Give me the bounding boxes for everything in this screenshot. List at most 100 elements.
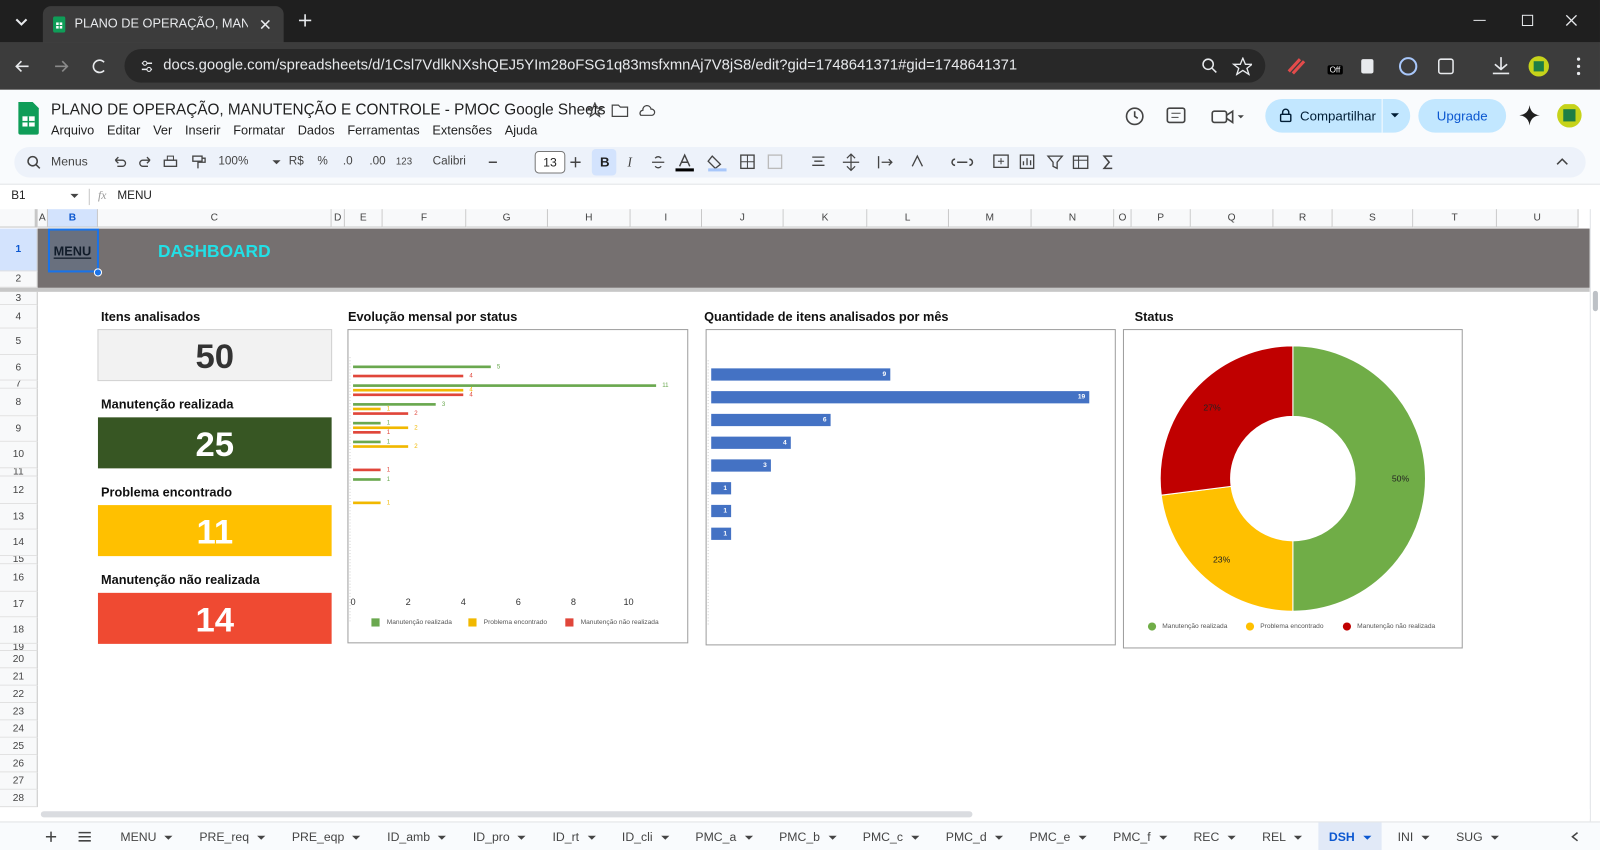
row-header[interactable]: 15 bbox=[0, 556, 38, 565]
menu-item[interactable]: Arquivo bbox=[51, 123, 95, 138]
sheet-tab[interactable]: DSH bbox=[1318, 822, 1382, 850]
row-header[interactable]: 24 bbox=[0, 720, 38, 738]
sheet-tab-menu[interactable] bbox=[911, 835, 920, 840]
column-header[interactable]: D bbox=[331, 209, 345, 228]
sheet-tab[interactable]: REL bbox=[1252, 822, 1313, 850]
column-header[interactable]: I bbox=[630, 209, 703, 228]
row-header[interactable]: 6 bbox=[0, 355, 38, 381]
column-header[interactable]: G bbox=[466, 209, 548, 228]
name-box-dropdown[interactable] bbox=[69, 193, 79, 201]
sheet-tab-menu[interactable] bbox=[1227, 835, 1236, 840]
row-header[interactable]: 26 bbox=[0, 755, 38, 773]
sheet-tab[interactable]: PMC_c bbox=[853, 822, 930, 850]
row-header[interactable]: 20 bbox=[0, 651, 38, 669]
row-header[interactable]: 10 bbox=[0, 441, 38, 469]
font-family[interactable]: Calibri bbox=[432, 155, 466, 168]
row-header[interactable]: 18 bbox=[0, 617, 38, 644]
row-header[interactable]: 16 bbox=[0, 564, 38, 592]
column-header[interactable]: O bbox=[1114, 209, 1132, 228]
column-header[interactable]: P bbox=[1131, 209, 1191, 228]
sheet-tab[interactable]: INI bbox=[1387, 822, 1439, 850]
sheet-tab-menu[interactable] bbox=[164, 835, 173, 840]
row-header[interactable]: 4 bbox=[0, 305, 38, 329]
column-header[interactable]: R bbox=[1273, 209, 1333, 228]
sheet-tab-menu[interactable] bbox=[744, 835, 753, 840]
nav-buttons[interactable] bbox=[12, 56, 114, 76]
select-all-corner[interactable] bbox=[0, 209, 38, 228]
menu-item[interactable]: Ferramentas bbox=[347, 123, 420, 138]
column-header[interactable]: S bbox=[1332, 209, 1414, 228]
column-header[interactable]: A bbox=[37, 209, 48, 228]
column-header[interactable]: H bbox=[547, 209, 631, 228]
row-header[interactable]: 5 bbox=[0, 328, 38, 356]
window-controls[interactable] bbox=[1469, 12, 1591, 28]
menu-item[interactable]: Editar bbox=[107, 123, 141, 138]
column-header[interactable]: J bbox=[702, 209, 784, 228]
row-header[interactable]: 12 bbox=[0, 476, 38, 505]
sheet-tab[interactable]: PMC_a bbox=[685, 822, 763, 850]
row-header[interactable]: 25 bbox=[0, 737, 38, 756]
sheet-tab[interactable]: PMC_e bbox=[1019, 822, 1097, 850]
sheet-tab-menu[interactable] bbox=[1421, 835, 1430, 840]
font-size-controls[interactable] bbox=[487, 154, 599, 170]
zoom[interactable]: 100% bbox=[218, 155, 249, 168]
header-actions[interactable] bbox=[1122, 104, 1255, 128]
menu-item[interactable]: Inserir bbox=[185, 123, 221, 138]
row-header[interactable]: 21 bbox=[0, 668, 38, 686]
column-header[interactable]: M bbox=[948, 209, 1032, 228]
tab-list-button[interactable] bbox=[12, 12, 30, 30]
tabs-scroll[interactable] bbox=[1569, 831, 1581, 843]
row-header[interactable]: 28 bbox=[0, 789, 38, 808]
sheet-tab-menu[interactable] bbox=[517, 835, 527, 840]
column-header[interactable]: N bbox=[1031, 209, 1115, 228]
row-header[interactable]: 1 bbox=[0, 228, 38, 272]
row-header[interactable]: 22 bbox=[0, 685, 38, 704]
format-percent[interactable]: % bbox=[317, 155, 328, 168]
menu-item[interactable]: Dados bbox=[297, 123, 335, 138]
number-format[interactable]: 123 bbox=[395, 156, 413, 168]
gemini-and-account[interactable] bbox=[1518, 104, 1589, 131]
extension-icons[interactable] bbox=[1284, 53, 1590, 80]
menu-item[interactable]: Ver bbox=[153, 123, 173, 138]
sheet-tab-menu[interactable] bbox=[257, 835, 266, 840]
sheet-tab-menu[interactable] bbox=[994, 835, 1003, 840]
sheet-tab-menu[interactable] bbox=[587, 835, 596, 840]
sheet-tab[interactable]: SUG bbox=[1446, 822, 1509, 850]
row-header[interactable]: 14 bbox=[0, 529, 38, 557]
column-header[interactable]: U bbox=[1496, 209, 1579, 228]
sheet-tab[interactable]: PMC_d bbox=[936, 822, 1014, 850]
toolbar-icons-left[interactable] bbox=[111, 154, 290, 170]
row-header[interactable]: 9 bbox=[0, 416, 38, 442]
sheet-tab-menu[interactable] bbox=[1362, 835, 1372, 840]
site-info-icon[interactable] bbox=[139, 58, 155, 74]
column-header[interactable]: K bbox=[783, 209, 868, 228]
italic-button[interactable]: I bbox=[627, 154, 632, 170]
column-header[interactable]: T bbox=[1413, 209, 1497, 228]
row-header[interactable]: 8 bbox=[0, 388, 38, 417]
row-header[interactable]: 11 bbox=[0, 468, 38, 477]
document-title[interactable]: PLANO DE OPERAÇÃO, MANUTENÇÃO E CONTROLE… bbox=[51, 101, 606, 119]
column-header[interactable]: F bbox=[382, 209, 467, 228]
decrease-decimals[interactable]: .0 bbox=[342, 155, 353, 168]
sheet-tab-menu[interactable] bbox=[1078, 835, 1087, 840]
sheet-tab-menu[interactable] bbox=[1294, 835, 1303, 840]
url-field[interactable]: docs.google.com/spreadsheets/d/1Csl7Vdlk… bbox=[124, 48, 1266, 83]
column-header[interactable]: Q bbox=[1190, 209, 1274, 228]
column-header[interactable]: B bbox=[47, 209, 98, 228]
menu-search[interactable]: Menus bbox=[51, 154, 88, 169]
browser-tab[interactable]: PLANO DE OPERAÇÃO, MANUT bbox=[42, 6, 284, 43]
sheet-tab-menu[interactable] bbox=[438, 835, 447, 840]
formula-content[interactable]: MENU bbox=[117, 189, 152, 203]
format-currency[interactable]: R$ bbox=[288, 155, 304, 168]
sheet-tab[interactable]: PRE_req bbox=[189, 822, 275, 850]
sheet-tab-menu[interactable] bbox=[828, 835, 837, 840]
name-box[interactable]: B1 bbox=[11, 189, 26, 203]
increase-decimals[interactable]: .00 bbox=[369, 155, 386, 168]
new-tab-button[interactable] bbox=[297, 12, 313, 28]
sheet-tab-menu[interactable] bbox=[1158, 835, 1167, 840]
column-header[interactable]: C bbox=[97, 209, 332, 228]
sheet-add-and-list[interactable] bbox=[43, 830, 96, 844]
sheet-tab[interactable]: PRE_eqp bbox=[282, 822, 371, 850]
sheet-tab-menu[interactable] bbox=[1490, 835, 1499, 840]
sheet-tab-menu[interactable] bbox=[660, 835, 669, 840]
